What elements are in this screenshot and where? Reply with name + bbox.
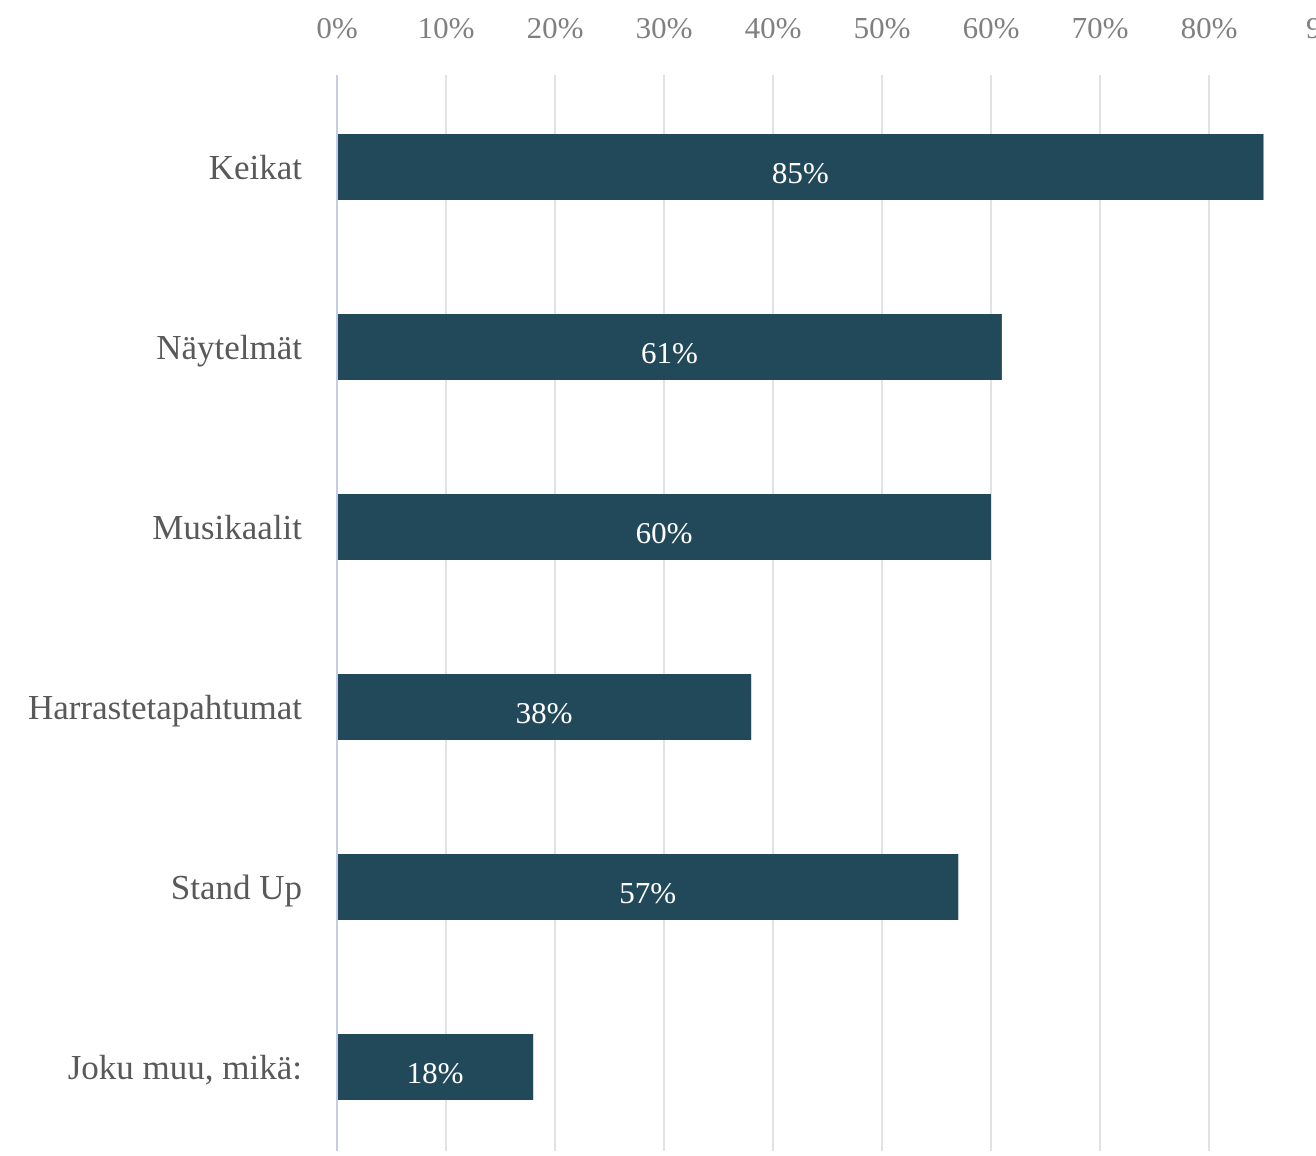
data-label: 61%: [641, 335, 698, 370]
data-label: 57%: [619, 875, 676, 910]
x-axis-tick-labels: 0% 10% 20% 30% 40% 50% 60% 70% 80% 9…: [316, 10, 1316, 45]
x-tick-label: 50%: [854, 10, 911, 45]
category-labels: Keikat Näytelmät Musikaalit Harrastetapahtu…: [28, 148, 302, 1087]
x-tick-label: 30%: [636, 10, 693, 45]
x-tick-label: 40%: [745, 10, 802, 45]
data-label: 85%: [772, 155, 829, 190]
category-label: Musikaalit: [152, 508, 302, 547]
x-tick-label: 60%: [963, 10, 1020, 45]
bar: [337, 854, 959, 920]
data-label: 18%: [407, 1055, 464, 1090]
x-tick-label: 80%: [1181, 10, 1238, 45]
bar: [337, 314, 1002, 380]
category-label: Joku muu, mikä:: [68, 1048, 302, 1087]
bar: [337, 1034, 534, 1100]
bar: [337, 674, 752, 740]
x-tick-label: 10%: [418, 10, 475, 45]
category-label: Harrastetapahtumat: [28, 688, 302, 727]
category-label: Stand Up: [171, 868, 302, 907]
data-label: 60%: [636, 515, 693, 550]
x-tick-label: 9…: [1306, 10, 1316, 45]
bars: [337, 134, 1264, 1100]
x-tick-label: 20%: [527, 10, 584, 45]
x-tick-label: 0%: [316, 10, 357, 45]
bar: [337, 494, 991, 560]
x-tick-label: 70%: [1072, 10, 1129, 45]
category-label: Näytelmät: [156, 328, 302, 367]
data-label: 38%: [516, 695, 573, 730]
gridlines: [445, 75, 1210, 1151]
data-labels: 85% 61% 60% 38% 57% 18%: [407, 155, 829, 1090]
bar: [337, 134, 1264, 200]
category-label: Keikat: [209, 148, 303, 187]
